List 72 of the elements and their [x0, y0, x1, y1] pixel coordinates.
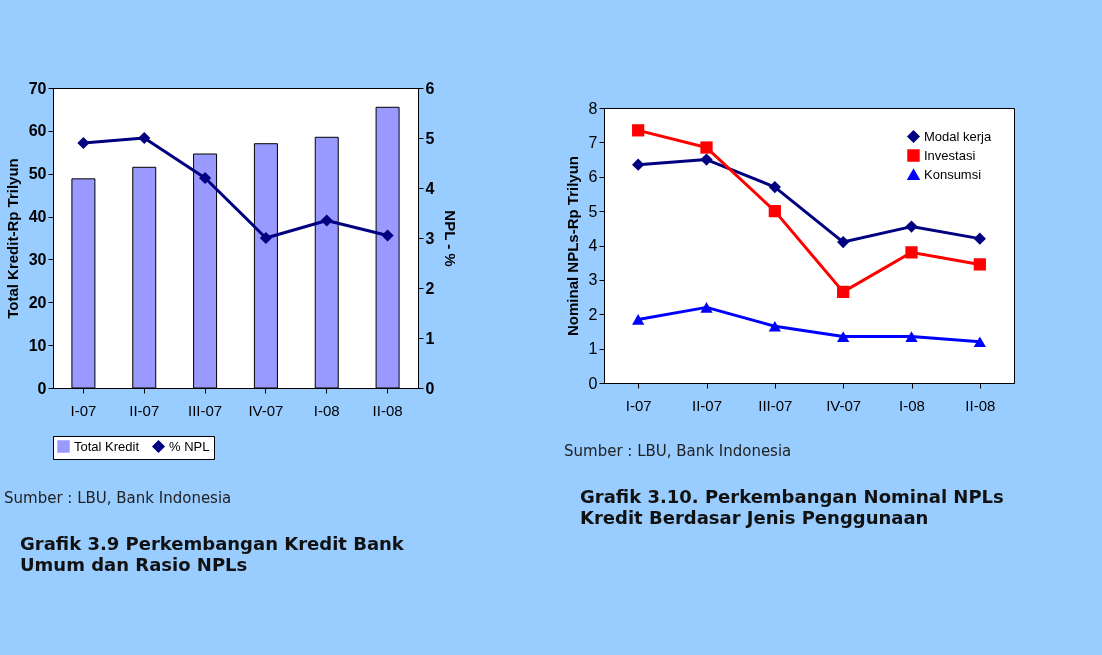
x-tick-label: I-08	[899, 396, 925, 414]
y-tick-label: 10	[28, 336, 47, 354]
legend-label: Investasi	[924, 147, 976, 163]
point	[198, 171, 212, 185]
y2-tick-label: 6	[425, 79, 435, 97]
y2-tick-label: 3	[425, 229, 435, 247]
x-tick-label: IV-07	[248, 401, 284, 419]
y-tick-label: 6	[588, 168, 598, 186]
point	[768, 180, 781, 194]
x-tick-label: II-08	[372, 401, 403, 419]
point	[259, 231, 273, 245]
point	[973, 258, 986, 271]
x-tick-label: II-08	[965, 396, 996, 414]
y-tick-label: 3	[588, 271, 598, 289]
x-tick-label: II-07	[691, 396, 723, 414]
point	[381, 229, 394, 242]
y-tick-label: 7	[588, 133, 598, 151]
point	[768, 205, 781, 218]
point	[632, 124, 645, 137]
legend-label: Konsumsi	[924, 166, 982, 182]
y-tick-label: 0	[588, 374, 598, 392]
y-axis-title: Nominal NPLs-Rp Trilyun	[563, 155, 581, 337]
point	[905, 220, 918, 233]
x-tick-label: I-08	[313, 401, 340, 419]
point	[973, 232, 986, 245]
x-tick-label: III-07	[187, 401, 223, 419]
y2-tick-label: 4	[425, 179, 435, 197]
y-tick-label: 70	[28, 79, 47, 97]
y-tick-label: 60	[28, 122, 47, 140]
y2-tick-label: 1	[425, 329, 435, 347]
point	[77, 136, 90, 150]
point	[905, 246, 918, 259]
point	[768, 320, 781, 332]
y-tick-label: 4	[588, 237, 598, 254]
point	[632, 158, 645, 171]
legend-label: Total Kredit	[74, 438, 140, 454]
y2-tick-label: 5	[425, 129, 435, 147]
point	[700, 302, 713, 313]
x-tick-label: I-07	[625, 396, 652, 414]
point	[837, 235, 850, 249]
y-tick-label: 8	[588, 99, 598, 117]
y-axis-title: Total Kredit-Rp Trilyun	[3, 158, 21, 319]
y-tick-label: 0	[37, 379, 47, 397]
point	[973, 336, 986, 348]
legend-label: % NPL	[169, 438, 210, 454]
y2-tick-label: 2	[425, 279, 435, 297]
x-tick-label: I-07	[70, 401, 97, 419]
x-tick-label: III-07	[758, 396, 793, 414]
legend-label: Modal kerja	[924, 128, 992, 144]
y-tick-label: 1	[588, 340, 598, 358]
y2-axis-title: NPL - %	[442, 210, 460, 267]
point	[700, 141, 713, 154]
point	[700, 153, 713, 166]
y-tick-label: 50	[28, 165, 47, 183]
y-tick-label: 2	[588, 305, 598, 323]
text: Sumber : LBU, Bank Indonesia	[564, 442, 793, 460]
x-tick-label: IV-07	[826, 396, 862, 414]
y-tick-label: 40	[28, 208, 47, 226]
point	[837, 285, 850, 299]
point	[837, 331, 850, 342]
x-tick-label: II-07	[129, 401, 160, 419]
y-tick-label: 5	[588, 202, 598, 220]
y-tick-label: 20	[28, 293, 47, 311]
text: Sumber : LBU, Bank Indonesia	[4, 489, 233, 507]
point	[905, 331, 918, 342]
point	[632, 314, 645, 325]
text: Grafik 3.9 Perkembangan Kredit Bank Umum dan Rasio NPLs	[20, 533, 405, 575]
text: Grafik 3.10. Perkembangan Nominal NPLs Kredit Berdasar Jenis Penggunaan	[580, 486, 1005, 528]
point	[320, 214, 333, 227]
y-tick-label: 30	[28, 250, 47, 268]
point	[138, 131, 151, 145]
y2-tick-label: 0	[425, 379, 435, 397]
